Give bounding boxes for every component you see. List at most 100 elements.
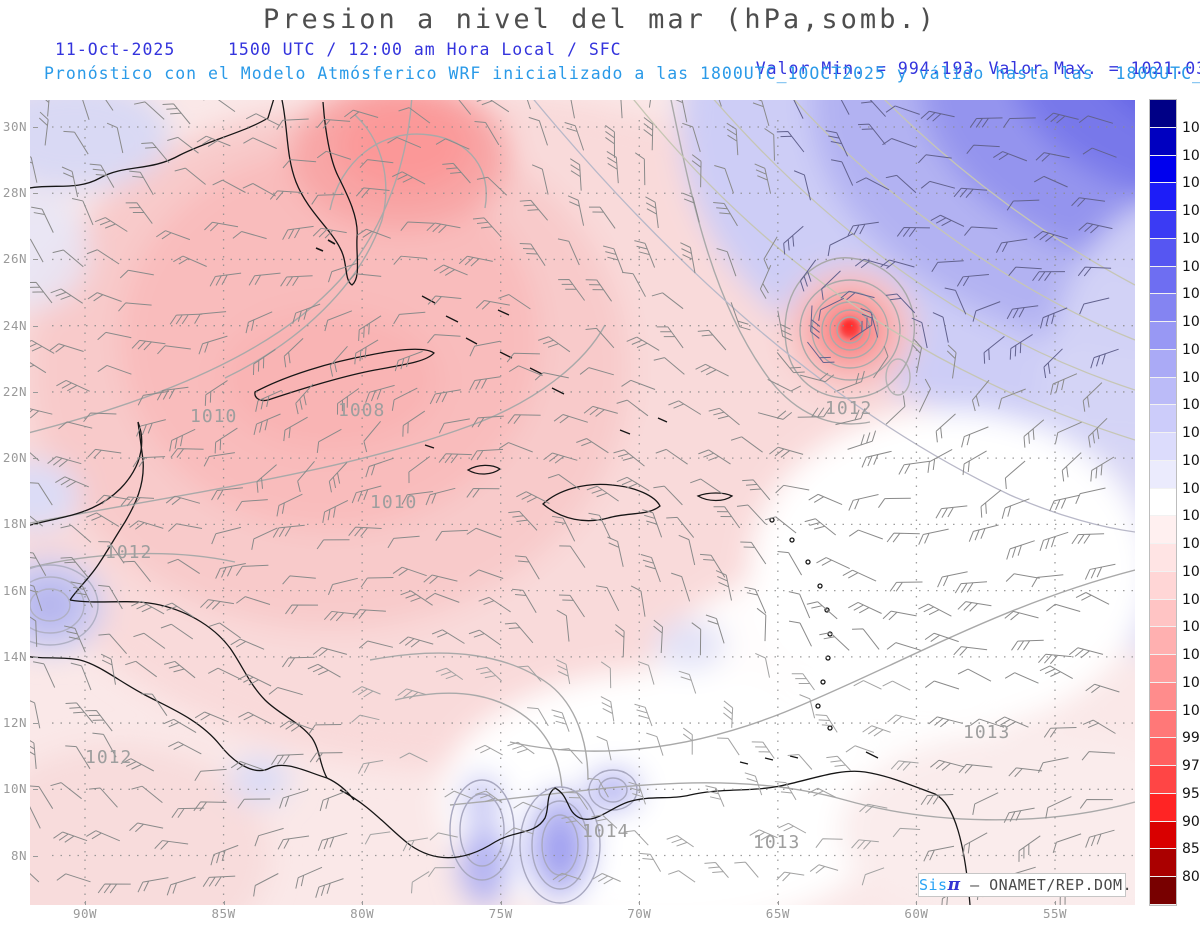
- wind-barb: [123, 560, 151, 583]
- wind-barb: [682, 122, 701, 152]
- wind-barb: [511, 100, 531, 110]
- wind-barb: [666, 835, 694, 848]
- wind-barb: [60, 524, 92, 543]
- wind-barb: [860, 307, 879, 338]
- wind-barb: [214, 427, 238, 454]
- wind-barb: [754, 163, 772, 194]
- wind-barb: [583, 405, 618, 417]
- wind-barb: [194, 768, 227, 781]
- wind-barb: [797, 407, 831, 418]
- wind-barb: [315, 878, 344, 898]
- wind-barb: [680, 242, 696, 274]
- wind-barb: [359, 159, 394, 169]
- colorbar-label: 1028: [1182, 230, 1200, 247]
- wind-barb: [600, 661, 612, 689]
- wind-barb: [156, 386, 189, 401]
- wind-barb: [200, 599, 234, 610]
- wind-barb: [347, 273, 382, 283]
- colorbar-cell: [1150, 655, 1176, 683]
- wind-barb: [30, 614, 38, 647]
- wind-barb: [558, 594, 585, 618]
- wind-barb: [171, 807, 205, 819]
- wind-barb: [1011, 639, 1044, 651]
- wind-barb: [399, 636, 434, 648]
- wind-barb: [777, 310, 793, 342]
- wind-barb: [237, 674, 272, 687]
- lon-axis-tick: [362, 901, 364, 905]
- lon-axis-label: 90W: [72, 906, 98, 921]
- wind-barb: [603, 245, 624, 274]
- wind-barb: [64, 625, 86, 653]
- wind-barb: [392, 566, 427, 577]
- lat-axis-label: 26N: [2, 251, 27, 267]
- wind-barb: [408, 456, 431, 484]
- wind-barb: [245, 311, 273, 334]
- wind-barb: [431, 629, 465, 644]
- wind-barb: [538, 336, 571, 353]
- lon-axis-label: 70W: [627, 906, 652, 921]
- colorbar-cell: [1150, 738, 1176, 766]
- wind-barb: [238, 711, 272, 725]
- colorbar-label: 950: [1182, 785, 1200, 802]
- colorbar-label: 990: [1182, 730, 1200, 747]
- wind-barb: [957, 601, 992, 612]
- wind-barb: [282, 159, 317, 169]
- isobar-value-label: 1013: [963, 722, 1010, 743]
- wind-barb: [426, 222, 461, 234]
- wind-barb: [552, 872, 582, 883]
- wind-barb: [855, 177, 890, 191]
- lat-axis-label: 30N: [2, 119, 27, 134]
- wind-barb: [678, 670, 697, 694]
- wind-barb: [86, 249, 120, 265]
- lon-axis-tick: [1054, 901, 1056, 905]
- wind-barb: [174, 167, 206, 185]
- wind-barb: [344, 109, 379, 119]
- wind-barb: [387, 535, 420, 549]
- colorbar-cell: [1150, 433, 1176, 461]
- wind-barb: [478, 596, 511, 613]
- wind-barb: [63, 130, 89, 155]
- wind-barb: [428, 867, 455, 878]
- wind-barb: [531, 164, 549, 195]
- wind-barb: [65, 702, 94, 724]
- wind-barb: [691, 622, 702, 656]
- wind-barb: [853, 680, 882, 690]
- wind-barb: [998, 388, 1026, 410]
- wind-barb: [514, 555, 540, 580]
- wind-barb: [819, 632, 850, 651]
- wind-barb: [695, 363, 729, 377]
- wind-barb: [826, 755, 852, 772]
- wind-barb: [254, 827, 284, 847]
- wind-barb: [425, 592, 460, 603]
- wind-barb: [751, 100, 770, 127]
- wind-barb: [40, 100, 51, 117]
- wind-barb: [517, 665, 542, 682]
- wind-barb: [1003, 807, 1035, 823]
- wind-barb: [653, 357, 685, 375]
- wind-barb: [169, 428, 196, 452]
- wind-barb: [327, 263, 357, 283]
- wind-barb: [656, 326, 684, 349]
- wind-barb: [1043, 727, 1077, 738]
- wind-barb: [682, 192, 700, 223]
- wind-barb: [106, 122, 124, 154]
- wind-barb: [543, 452, 578, 464]
- wind-barb: [585, 279, 613, 302]
- wind-barb: [744, 586, 767, 614]
- lat-axis-label: 22N: [2, 383, 27, 399]
- wind-barb: [730, 302, 751, 331]
- wind-barb: [356, 228, 391, 239]
- colorbar-label: 1015: [1182, 452, 1200, 469]
- colorbar-label: 1022: [1182, 286, 1200, 303]
- wind-barb: [591, 814, 618, 829]
- wind-barb: [757, 410, 793, 420]
- pressure-map-canvas: 1010 1008 1010 1012 1012 1012 1013 1014 1013: [30, 100, 1135, 905]
- wind-barb: [1084, 563, 1116, 580]
- wind-barb: [588, 206, 616, 229]
- wind-barb: [957, 668, 992, 682]
- wind-barb: [283, 338, 304, 368]
- wind-barb: [970, 718, 1005, 728]
- wind-barb: [848, 601, 882, 614]
- wind-barb: [1032, 271, 1066, 282]
